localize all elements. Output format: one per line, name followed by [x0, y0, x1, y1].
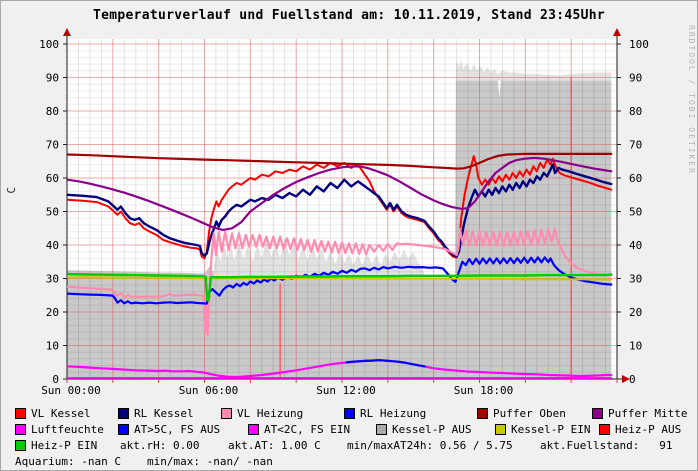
- legend-label-rl-kessel: RL Kessel: [134, 407, 194, 420]
- legend-item-puffer-oben: Puffer Oben: [477, 407, 566, 420]
- legend-label-akt-rh: akt.rH: 0.00: [120, 439, 200, 452]
- y-tick-left-40: 40: [46, 239, 59, 252]
- rrdtool-watermark: RRDTOOL / TOBI OETIKER: [687, 25, 696, 175]
- y-tick-right-30: 30: [629, 273, 642, 286]
- x-tick-6: Sun 06:00: [179, 384, 239, 397]
- y-tick-right-50: 50: [629, 206, 642, 219]
- chart-plot-area: 0 0 10 10 20 20 30 30 40 40 50 50 60 60 70 70 80 80 90 90 10…: [39, 28, 649, 397]
- grid-layer: [67, 39, 617, 379]
- series-layer: [67, 152, 613, 379]
- x-tick-12: Sun 12:00: [316, 384, 376, 397]
- series-at-5c-fs-aus: [345, 359, 426, 368]
- x-tick-0: Sun 00:00: [41, 384, 101, 397]
- area-fuellstand-noise-high: [456, 59, 612, 81]
- legend-swatch-puffer-oben: [477, 408, 488, 419]
- y-axis-unit-label: C: [5, 187, 18, 194]
- y-tick-right-10: 10: [629, 340, 642, 353]
- legend-label-vl-kessel: VL Kessel: [31, 407, 91, 420]
- legend-swatch-vl-heizung: [221, 408, 232, 419]
- y-tick-left-0: 0: [52, 373, 59, 386]
- legend-label-aquarium-minmax: min/max: -nan/ -nan: [147, 455, 273, 468]
- chart-title: Temperaturverlauf und Fuellstand am: 10.…: [93, 8, 605, 23]
- legend-label-puffer-mitte: Puffer Mitte: [608, 407, 688, 420]
- series-vl-heizung: [67, 227, 613, 337]
- legend-label-vl-heizung: VL Heizung: [237, 407, 304, 420]
- legend-label-luftfeuchte: Luftfeuchte: [31, 423, 104, 436]
- y-tick-left-60: 60: [46, 172, 59, 185]
- y-tick-right-60: 60: [629, 172, 642, 185]
- legend-item-akt-at: akt.AT: 1.00 C: [228, 439, 321, 452]
- y-tick-right-80: 80: [629, 105, 642, 118]
- legend-item-vl-heizung: VL Heizung: [221, 407, 303, 420]
- legend-item-akt-fuellstand: akt.Fuellstand: 91: [540, 439, 672, 452]
- series-puffer-oben: [67, 152, 613, 170]
- legend-swatch-heiz-p-aus: [599, 424, 610, 435]
- legend-item-rl-kessel: RL Kessel: [118, 407, 194, 420]
- y-tick-left-10: 10: [46, 340, 59, 353]
- y-tick-left-50: 50: [46, 206, 59, 219]
- legend-label-aquarium: Aquarium: -nan C: [15, 455, 121, 468]
- legend-item-akt-rh: akt.rH: 0.00: [120, 439, 199, 452]
- tick-labels: 0 0 10 10 20 20 30 30 40 40 50 50 60 60 70 70 80 80 90 90 10…: [39, 38, 649, 397]
- legend-label-at-lt2-fs-ein: AT<2C, FS EIN: [264, 423, 351, 436]
- legend-label-rl-heizung: RL Heizung: [360, 407, 427, 420]
- y-tick-right-100: 100: [629, 38, 649, 51]
- axes-layer: [63, 28, 630, 383]
- legend-item-vl-kessel: VL Kessel: [15, 407, 91, 420]
- y-tick-right-40: 40: [629, 239, 642, 252]
- legend-item-rl-heizung: RL Heizung: [344, 407, 426, 420]
- legend-item-at-lt2-fs-ein: AT<2C, FS EIN: [248, 423, 350, 436]
- y-tick-right-90: 90: [629, 72, 642, 85]
- legend-label-minmax-at24h: min/maxAT24h: 0.56 / 5.75: [347, 439, 513, 452]
- y-tick-left-90: 90: [46, 72, 59, 85]
- series-rl-heizung: [67, 256, 613, 305]
- legend-label-heiz-p-aus: Heiz-P AUS: [615, 423, 682, 436]
- legend-item-minmax-at24h: min/maxAT24h: 0.56 / 5.75: [347, 439, 513, 452]
- y-tick-left-30: 30: [46, 273, 59, 286]
- series-puffer-mitte: [67, 156, 613, 231]
- legend-item-heiz-p-ein: Heiz-P EIN: [15, 439, 97, 452]
- legend-label-kessel-p-aus: Kessel-P AUS: [392, 423, 472, 436]
- legend-label-akt-at: akt.AT: 1.00 C: [228, 439, 321, 452]
- legend-swatch-at-gt5-fs-aus: [118, 424, 129, 435]
- legend-item-kessel-p-aus: Kessel-P AUS: [376, 423, 471, 436]
- legend-item-aquarium-minmax: min/max: -nan/ -nan: [147, 455, 273, 468]
- legend-swatch-rl-kessel: [118, 408, 129, 419]
- legend-label-kessel-p-ein: Kessel-P EIN: [511, 423, 591, 436]
- legend-swatch-heiz-p-ein: [15, 440, 26, 451]
- legend-item-aquarium: Aquarium: -nan C: [15, 455, 121, 468]
- series-kessel-p-ein: [67, 276, 613, 281]
- y-tick-left-80: 80: [46, 105, 59, 118]
- legend-label-akt-fuellstand: akt.Fuellstand: 91: [540, 439, 673, 452]
- legend-label-heiz-p-ein: Heiz-P EIN: [31, 439, 98, 452]
- legend-item-puffer-mitte: Puffer Mitte: [592, 407, 687, 420]
- legend-label-puffer-oben: Puffer Oben: [493, 407, 566, 420]
- legend-swatch-kessel-p-aus: [376, 424, 387, 435]
- y-tick-right-20: 20: [629, 306, 642, 319]
- series-heiz-p-ein: [67, 272, 613, 302]
- legend-swatch-rl-heizung: [344, 408, 355, 419]
- series-rl-kessel: [67, 163, 613, 258]
- legend-item-heiz-p-aus: Heiz-P AUS: [599, 423, 681, 436]
- legend-swatch-vl-kessel: [15, 408, 26, 419]
- legend-swatch-puffer-mitte: [592, 408, 603, 419]
- y-tick-left-70: 70: [46, 139, 59, 152]
- y-tick-right-70: 70: [629, 139, 642, 152]
- legend-item-kessel-p-ein: Kessel-P EIN: [495, 423, 590, 436]
- legend-item-at-gt5-fs-aus: AT>5C, FS AUS: [118, 423, 220, 436]
- legend-item-luftfeuchte: Luftfeuchte: [15, 423, 104, 436]
- legend-swatch-kessel-p-ein: [495, 424, 506, 435]
- y-tick-left-20: 20: [46, 306, 59, 319]
- legend-swatch-luftfeuchte: [15, 424, 26, 435]
- y-tick-left-100: 100: [39, 38, 59, 51]
- x-tick-18: Sun 18:00: [454, 384, 514, 397]
- legend-swatch-at-lt2-fs-ein: [248, 424, 259, 435]
- y-tick-right-0: 0: [629, 373, 636, 386]
- legend-label-at-gt5-fs-aus: AT>5C, FS AUS: [134, 423, 221, 436]
